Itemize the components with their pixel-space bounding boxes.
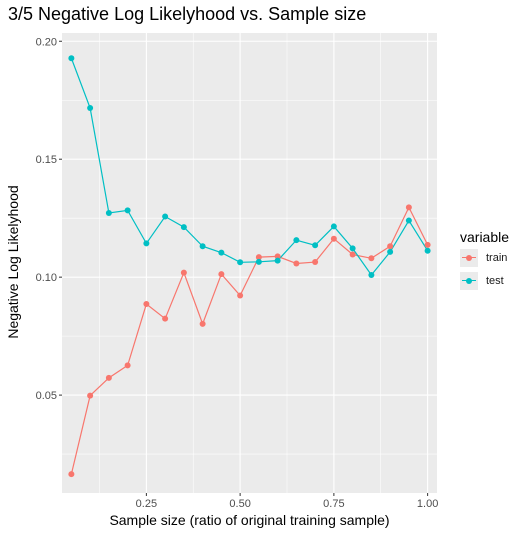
data-point-test	[330, 223, 337, 230]
series-line-test	[70, 58, 429, 277]
data-point-train	[68, 471, 75, 478]
data-point-train	[180, 269, 187, 276]
data-point-test	[68, 55, 75, 62]
data-point-train	[424, 241, 431, 248]
x-tick-label: 1.00	[417, 498, 438, 510]
y-tick-label: 0.20	[36, 36, 57, 48]
data-point-test	[274, 257, 281, 264]
y-axis-label: Negative Log Likelyhood	[5, 185, 21, 339]
grid-lines	[62, 33, 437, 493]
data-point-test	[349, 245, 356, 252]
data-point-train	[405, 204, 412, 211]
legend-dot-test	[466, 278, 472, 284]
data-point-train	[143, 301, 150, 308]
chart-title: 3/5 Negative Log Likelyhood vs. Sample s…	[8, 4, 367, 24]
panel-background	[62, 33, 437, 493]
data-point-train	[274, 253, 281, 260]
data-point-test	[368, 272, 375, 279]
y-tick-label: 0.05	[36, 390, 57, 402]
data-point-train	[312, 259, 319, 266]
data-point-test	[237, 259, 244, 266]
data-point-train	[387, 243, 394, 250]
data-point-train	[124, 362, 131, 369]
data-point-test	[387, 248, 394, 255]
data-point-train	[87, 392, 94, 399]
data-point-test	[143, 240, 150, 247]
legend-title: variable	[460, 229, 510, 245]
legend: variable train test	[460, 229, 524, 293]
x-tick-label: 0.75	[323, 498, 344, 510]
data-point-train	[237, 292, 244, 299]
data-point-test	[180, 224, 187, 231]
legend-item-test: test	[460, 270, 524, 293]
data-point-test	[293, 237, 300, 244]
plot-panel	[62, 33, 437, 493]
data-point-train	[349, 251, 356, 258]
x-tick-label: 0.25	[136, 498, 157, 510]
data-point-train	[368, 255, 375, 262]
series-line-train	[70, 205, 429, 475]
data-point-train	[255, 254, 262, 261]
legend-label-test: test	[486, 275, 504, 287]
legend-item-train: train	[460, 247, 524, 270]
data-point-test	[124, 207, 131, 214]
data-point-train	[162, 315, 169, 322]
legend-key-test	[460, 272, 478, 290]
data-point-test	[218, 249, 225, 256]
data-point-train	[330, 235, 337, 242]
data-point-test	[162, 213, 169, 220]
legend-dot-train	[466, 255, 472, 261]
data-point-test	[199, 243, 206, 250]
x-tick-label: 0.50	[229, 498, 250, 510]
y-tick-label: 0.15	[36, 154, 57, 166]
data-point-test	[424, 247, 431, 254]
x-axis-label: Sample size (ratio of original training …	[109, 512, 390, 528]
y-tick-label: 0.10	[36, 272, 57, 284]
axis-ticks: 0.25 0.50 0.75 1.00 0.05 0.10 0.15 0.20	[36, 36, 439, 510]
data-point-test	[105, 209, 112, 216]
legend-key-train	[460, 249, 478, 267]
legend-label-train: train	[486, 252, 508, 264]
data-point-test	[312, 242, 319, 249]
data-point-test	[255, 258, 262, 265]
data-point-train	[105, 374, 112, 381]
series-layer	[68, 55, 431, 478]
data-point-train	[199, 320, 206, 327]
data-point-train	[293, 260, 300, 267]
data-point-test	[405, 217, 412, 224]
data-point-train	[218, 271, 225, 278]
data-point-test	[87, 105, 94, 112]
